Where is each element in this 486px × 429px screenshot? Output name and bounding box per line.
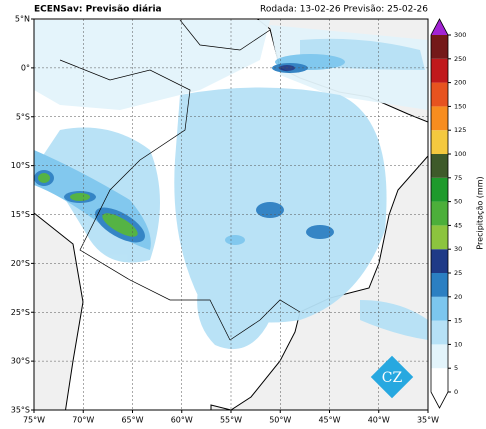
colorbar-tick-label: 0 — [454, 388, 458, 396]
y-tick-label: 20°S — [11, 259, 30, 268]
colorbar-bin — [431, 273, 448, 297]
colorbar-tick-label: 125 — [454, 126, 466, 134]
colorbar-tick-label: 300 — [454, 31, 466, 39]
x-tick-label: 60°W — [171, 416, 193, 425]
y-tick-label: 0° — [21, 63, 30, 72]
colorbar-bin — [431, 82, 448, 107]
colorbar-tick-label: 20 — [454, 293, 462, 301]
colorbar-bin — [431, 154, 448, 178]
colorbar-tick-label: 25 — [454, 269, 462, 277]
colorbar-tick-label: 250 — [454, 55, 466, 63]
colorbar-bin — [431, 296, 448, 321]
logo-text: CZ — [382, 370, 403, 386]
colorbar-tick-label: 10 — [454, 340, 462, 348]
colorbar-bin — [431, 344, 448, 369]
colorbar-bin — [431, 320, 448, 345]
map-area — [34, 19, 428, 410]
colorbar-bin — [431, 35, 448, 59]
colorbar-tick-label: 75 — [454, 174, 462, 182]
x-tick-label: 45°W — [318, 416, 340, 425]
map-title: ECENSav: Previsão diária — [34, 5, 162, 15]
colorbar-under — [431, 392, 448, 408]
x-tick-label: 55°W — [220, 416, 242, 425]
grid — [34, 19, 428, 410]
y-tick-label: 30°S — [11, 357, 30, 366]
colorbar-bin — [431, 177, 448, 202]
x-tick-label: 35°W — [417, 416, 439, 425]
y-tick-label: 10°S — [11, 161, 30, 170]
colorbar-label: Precipitação (mm) — [476, 176, 485, 249]
colorbar-tick-label: 5 — [454, 364, 458, 372]
colorbar-tick-label: 30 — [454, 245, 462, 253]
y-tick-label: 5°S — [16, 112, 30, 121]
colorbar-bin — [431, 368, 448, 392]
y-tick-label: 35°S — [11, 406, 30, 415]
colorbar-bin — [431, 201, 448, 226]
colorbar-bin — [431, 106, 448, 131]
x-tick-label: 50°W — [269, 416, 291, 425]
borders — [59, 19, 301, 341]
colorbar-tick-label: 100 — [454, 150, 466, 158]
y-tick-label: 25°S — [11, 308, 30, 317]
colorbar-tick-label: 200 — [454, 79, 466, 87]
y-tick-label: 5°N — [15, 15, 30, 24]
colorbar-tick-label: 45 — [454, 221, 462, 229]
colorbar-tick-label: 50 — [454, 198, 462, 206]
logo: CZ — [370, 355, 414, 399]
x-tick-label: 70°W — [72, 416, 94, 425]
colorbar-bin — [431, 225, 448, 250]
colorbar-tick-label: 150 — [454, 102, 466, 110]
colorbar-tick-label: 15 — [454, 317, 462, 325]
x-tick-label: 65°W — [121, 416, 143, 425]
x-tick-label: 75°W — [23, 416, 45, 425]
colorbar-bin — [431, 58, 448, 83]
run-info: Rodada: 13-02-26 Previsão: 25-02-26 — [260, 5, 428, 15]
x-tick-label: 40°W — [368, 416, 390, 425]
colorbar-bin — [431, 249, 448, 273]
colorbar-over — [431, 19, 448, 35]
colorbar-bin — [431, 130, 448, 154]
y-tick-label: 15°S — [11, 210, 30, 219]
